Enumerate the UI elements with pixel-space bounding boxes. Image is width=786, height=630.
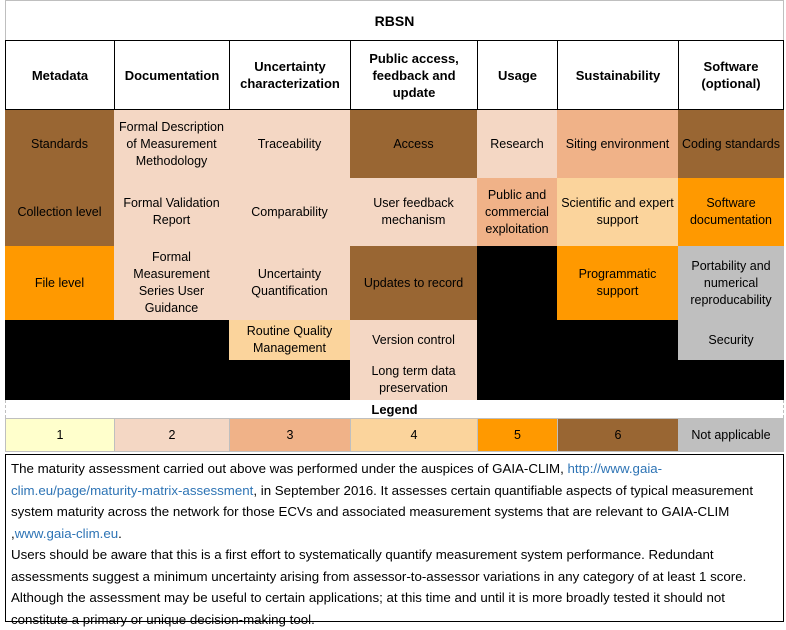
- matrix-title: RBSN: [5, 0, 784, 41]
- cell-version-control: Version control: [350, 320, 477, 360]
- cell-empty: [229, 360, 350, 400]
- notes-box: The maturity assessment carried out abov…: [5, 454, 784, 627]
- notes-paragraph-2: Users should be aware that this is a fir…: [11, 547, 747, 627]
- cell-programmatic-support: Programmatic support: [557, 246, 678, 320]
- notes-paragraph-1: The maturity assessment carried out abov…: [11, 458, 778, 544]
- cell-collection-level: Collection level: [5, 178, 114, 246]
- cell-empty: [114, 320, 229, 400]
- legend-item-2: 2: [114, 418, 230, 452]
- cell-public-commercial: Public and commercial exploitation: [477, 178, 557, 246]
- cell-long-term-preservation: Long term data preservation: [350, 360, 477, 400]
- cell-empty: [477, 246, 557, 400]
- legend-item-1: 1: [5, 418, 115, 452]
- header-usage: Usage: [477, 40, 558, 110]
- cell-comparability: Comparability: [229, 178, 350, 246]
- cell-security: Security: [678, 320, 784, 360]
- cell-formal-description: Formal Description of Measurement Method…: [114, 110, 229, 178]
- header-uncertainty: Uncertainty characterization: [229, 40, 351, 110]
- legend-item-5: 5: [477, 418, 558, 452]
- cell-siting-environment: Siting environment: [557, 110, 678, 178]
- cell-portability: Portability and numerical reproducabilit…: [678, 246, 784, 320]
- maturity-matrix-link[interactable]: http://www.gaia-clim.eu/page/maturity-ma…: [11, 461, 663, 498]
- cell-user-guidance: Formal Measurement Series User Guidance: [114, 246, 229, 320]
- cell-research: Research: [477, 110, 557, 178]
- legend-item-not-applicable: Not applicable: [678, 418, 784, 452]
- cell-uncertainty-quantification: Uncertainty Quantification: [229, 246, 350, 320]
- cell-file-level: File level: [5, 246, 114, 320]
- cell-formal-validation: Formal Validation Report: [114, 178, 229, 246]
- cell-routine-quality: Routine Quality Management: [229, 320, 350, 360]
- notes-text: The maturity assessment carried out abov…: [11, 461, 568, 476]
- legend-item-3: 3: [229, 418, 351, 452]
- notes-text: .: [118, 525, 122, 541]
- legend-item-6: 6: [557, 418, 679, 452]
- header-metadata: Metadata: [5, 40, 115, 110]
- cell-empty: [557, 320, 678, 400]
- legend-item-4: 4: [350, 418, 478, 452]
- cell-scientific-support: Scientific and expert support: [557, 178, 678, 246]
- legend-title: Legend: [5, 400, 784, 418]
- header-software: Software (optional): [678, 40, 784, 110]
- header-documentation: Documentation: [114, 40, 230, 110]
- cell-updates-to-record: Updates to record: [350, 246, 477, 320]
- gaia-clim-link[interactable]: www.gaia-clim.eu: [14, 525, 119, 541]
- notes-text: , in September 2016. It assesses certain…: [11, 482, 754, 541]
- cell-software-documentation: Software documentation: [678, 178, 784, 246]
- header-public-access: Public access, feedback and update: [350, 40, 478, 110]
- cell-empty: [5, 320, 114, 400]
- cell-coding-standards: Coding standards: [678, 110, 784, 178]
- cell-access: Access: [350, 110, 477, 178]
- cell-user-feedback: User feedback mechanism: [350, 178, 477, 246]
- cell-traceability: Traceability: [229, 110, 350, 178]
- maturity-matrix: RBSN Metadata Documentation Uncertainty …: [5, 0, 784, 400]
- cell-empty: [678, 360, 784, 400]
- header-sustainability: Sustainability: [557, 40, 679, 110]
- cell-standards: Standards: [5, 110, 114, 178]
